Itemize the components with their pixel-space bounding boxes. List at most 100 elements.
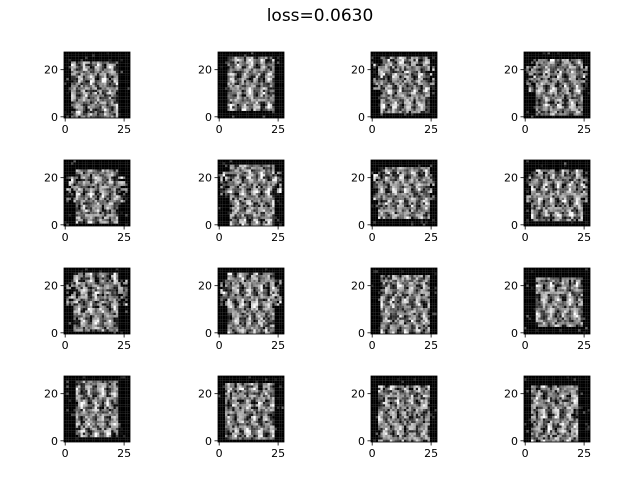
image-pixel (227, 96, 230, 100)
image-pixel (547, 68, 550, 71)
image-pixel (253, 221, 256, 224)
image-pixel (422, 52, 426, 55)
image-pixel (125, 82, 128, 86)
image-pixel (276, 94, 280, 97)
image-pixel (408, 73, 412, 76)
image-pixel (274, 80, 277, 83)
image-pixel (538, 56, 541, 60)
image-pixel (251, 63, 254, 67)
image-pixel (564, 52, 567, 55)
image-pixel (434, 82, 438, 86)
image-pixel (276, 96, 280, 100)
image-pixel (246, 103, 249, 107)
image-pixel (549, 85, 553, 88)
image-pixel (561, 89, 565, 93)
image-pixel (92, 171, 95, 175)
image-pixel (80, 178, 83, 182)
image-pixel (248, 92, 252, 95)
image-pixel (99, 216, 102, 219)
image-pixel (75, 169, 79, 172)
image-pixel (66, 89, 69, 93)
image-pixel (225, 75, 228, 78)
image-pixel (375, 162, 379, 165)
image-pixel (248, 96, 252, 100)
image-pixel (99, 209, 102, 212)
image-pixel (239, 216, 242, 219)
image-pixel (375, 77, 379, 81)
image-pixel (432, 77, 435, 81)
image-pixel (276, 115, 280, 119)
image-pixel (104, 96, 107, 100)
image-pixel (92, 197, 95, 201)
image-pixel (253, 52, 256, 55)
image-pixel (371, 94, 374, 97)
image-pixel (220, 214, 223, 217)
image-pixel (269, 211, 273, 215)
image-pixel (222, 115, 226, 119)
image-pixel (94, 82, 98, 86)
image-pixel (281, 160, 285, 163)
image-pixel (113, 160, 116, 163)
image-pixel (239, 110, 242, 114)
image-pixel (251, 54, 254, 57)
image-pixel (73, 160, 76, 163)
image-pixel (549, 115, 553, 119)
image-pixel (92, 94, 95, 97)
image-pixel (267, 63, 270, 67)
image-pixel (545, 52, 548, 55)
image-pixel (222, 113, 226, 116)
image-pixel (547, 80, 550, 83)
image-pixel (66, 106, 69, 109)
image-pixel (239, 61, 242, 64)
image-pixel (68, 164, 72, 168)
image-pixel (225, 103, 228, 107)
image-pixel (253, 85, 256, 88)
image-pixel (526, 63, 529, 67)
image-pixel (122, 103, 126, 107)
image-pixel (104, 162, 107, 165)
image-pixel (122, 73, 126, 76)
image-pixel (540, 73, 543, 76)
image-pixel (378, 82, 381, 86)
image-pixel (582, 52, 586, 55)
image-pixel (115, 167, 119, 170)
image-pixel (279, 70, 282, 74)
image-pixel (378, 87, 381, 90)
image-pixel (89, 193, 93, 196)
image-pixel (415, 56, 419, 60)
image-pixel (227, 108, 230, 111)
image-pixel (566, 77, 569, 81)
image-pixel (87, 209, 90, 212)
image-pixel (389, 103, 393, 107)
image-pixel (260, 204, 263, 208)
image-pixel (75, 223, 79, 227)
image-pixel (580, 66, 583, 69)
image-pixel (272, 181, 275, 184)
image-pixel (279, 82, 282, 86)
image-pixel (269, 164, 273, 168)
image-pixel (239, 52, 242, 55)
image-pixel (232, 190, 235, 194)
image-pixel (408, 96, 412, 100)
image-pixel (248, 193, 252, 196)
image-pixel (415, 61, 419, 64)
image-pixel (73, 176, 76, 179)
image-pixel (582, 106, 586, 109)
image-pixel (66, 221, 69, 224)
image-pixel (276, 181, 280, 184)
image-pixel (241, 106, 244, 109)
image-pixel (382, 103, 386, 107)
image-pixel (241, 75, 244, 78)
image-pixel (399, 59, 402, 62)
image-pixel (68, 178, 72, 182)
image-pixel (227, 204, 230, 208)
image-pixel (68, 56, 72, 60)
image-pixel (92, 211, 95, 215)
image-pixel (380, 101, 383, 104)
image-pixel (241, 221, 244, 224)
image-pixel (236, 75, 240, 78)
image-pixel (115, 178, 119, 182)
image-pixel (115, 200, 119, 203)
image-pixel (73, 103, 76, 107)
image-pixel (71, 200, 74, 203)
